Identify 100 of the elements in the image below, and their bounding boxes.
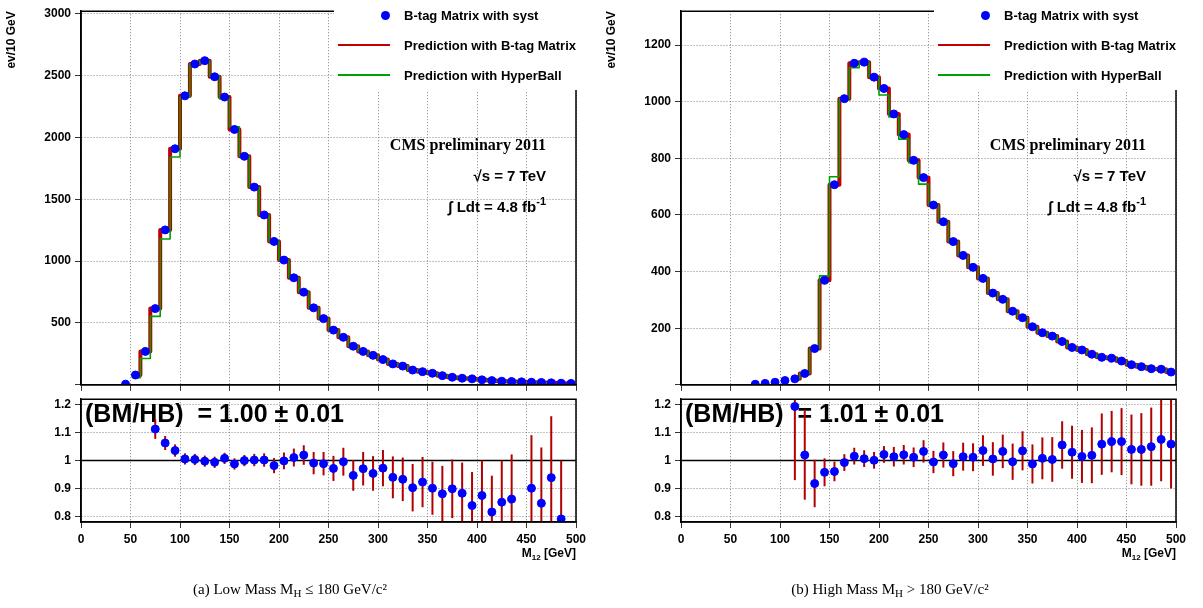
point	[1087, 450, 1097, 460]
point	[760, 378, 770, 385]
point	[447, 484, 457, 494]
point	[968, 452, 978, 462]
point	[160, 438, 170, 448]
point	[358, 464, 368, 474]
point	[1047, 331, 1057, 341]
point	[889, 109, 899, 119]
legend-label: Prediction with B-tag Matrix	[1004, 37, 1176, 53]
x-tick-label: 200	[868, 531, 890, 546]
point	[1057, 337, 1067, 346]
annotation: √s = 7 TeV	[473, 166, 546, 184]
x-tick-label: 450	[1116, 531, 1137, 546]
point	[928, 457, 938, 467]
point	[299, 450, 309, 460]
y-axis-title: ev/10 GeV	[4, 11, 19, 69]
point	[1146, 364, 1156, 374]
point	[269, 461, 279, 471]
y-tick-label: 1	[664, 452, 672, 467]
y-tick-label: 500	[50, 315, 72, 330]
point	[958, 452, 968, 462]
point	[1097, 352, 1107, 362]
point	[978, 446, 988, 456]
point	[497, 376, 507, 385]
point	[517, 377, 527, 385]
annotation: (BM/HB) = 1.00 ± 0.01	[85, 399, 345, 428]
annotation: √s = 7 TeV	[1073, 166, 1146, 184]
point	[1166, 439, 1176, 449]
legend-label: Prediction with HyperBall	[1004, 67, 1162, 83]
y-tick-label: 1.2	[654, 397, 672, 412]
point	[1146, 442, 1156, 452]
x-tick-label: 150	[819, 531, 840, 546]
point	[299, 287, 309, 297]
point	[130, 370, 140, 380]
point	[1018, 313, 1028, 323]
point	[319, 314, 329, 324]
point	[988, 288, 998, 298]
point	[338, 332, 348, 342]
point	[328, 463, 338, 473]
point	[358, 346, 368, 356]
point	[968, 262, 978, 272]
point	[289, 273, 299, 283]
point	[220, 92, 230, 102]
point	[1156, 434, 1166, 444]
point	[180, 454, 190, 464]
point	[507, 377, 517, 385]
point	[457, 373, 467, 383]
point	[289, 453, 299, 463]
point	[368, 468, 378, 478]
point	[1018, 446, 1028, 456]
point	[239, 151, 249, 161]
point	[328, 325, 338, 335]
point	[1097, 439, 1107, 449]
point	[948, 459, 958, 469]
point	[319, 459, 329, 469]
point	[229, 459, 239, 469]
y-tick-label: 1000	[644, 94, 672, 109]
point	[378, 463, 388, 473]
point	[1008, 306, 1018, 316]
point	[1067, 447, 1077, 457]
point	[829, 180, 839, 190]
point	[800, 368, 810, 378]
point	[909, 452, 919, 462]
point	[1008, 457, 1018, 467]
x-tick-label: 300	[367, 531, 389, 546]
x-tick-label: 50	[723, 531, 738, 546]
point	[800, 450, 810, 460]
point	[829, 466, 839, 476]
y-tick-label: 1500	[44, 191, 72, 206]
y-tick-label: 1000	[44, 253, 72, 268]
point	[309, 458, 319, 468]
point	[770, 377, 780, 385]
point	[457, 488, 467, 498]
point	[487, 507, 497, 517]
x-tick-label: 150	[219, 531, 240, 546]
x-tick-label: 250	[318, 531, 339, 546]
x-tick-label: 250	[918, 531, 939, 546]
y-tick-label: 3000	[44, 5, 72, 20]
point	[140, 346, 150, 356]
point	[839, 94, 849, 104]
point	[1126, 360, 1136, 370]
point	[1117, 356, 1127, 366]
y-tick-label: 200	[650, 320, 672, 335]
point	[487, 376, 497, 385]
point	[859, 57, 869, 67]
x-tick-label: 0	[77, 531, 85, 546]
point	[879, 83, 889, 93]
y-tick-label: 2500	[44, 67, 72, 82]
point	[988, 454, 998, 464]
legend-label: B-tag Matrix with syst	[1004, 7, 1139, 23]
point	[790, 374, 800, 384]
y-tick-label: 1200	[644, 37, 672, 52]
point	[536, 377, 546, 385]
point	[849, 451, 859, 461]
y-tick-label: 600	[650, 207, 672, 222]
point	[810, 478, 820, 488]
point	[556, 514, 566, 522]
point	[398, 361, 408, 371]
point	[418, 367, 428, 377]
point	[1166, 367, 1176, 377]
